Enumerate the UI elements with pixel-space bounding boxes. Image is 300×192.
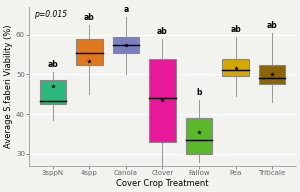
Text: p=0.015: p=0.015	[34, 10, 68, 19]
Bar	[259, 65, 285, 84]
Y-axis label: Average S.faberi Viability (%): Average S.faberi Viability (%)	[4, 25, 13, 148]
Text: a: a	[123, 5, 129, 14]
X-axis label: Cover Crop Treatment: Cover Crop Treatment	[116, 179, 209, 188]
Bar	[222, 59, 249, 76]
Text: ab: ab	[84, 13, 95, 22]
Bar	[149, 59, 176, 142]
Bar	[186, 118, 212, 154]
Text: b: b	[196, 88, 202, 97]
Bar	[40, 80, 66, 104]
Text: ab: ab	[267, 21, 278, 30]
Text: ab: ab	[47, 60, 58, 69]
Text: ab: ab	[157, 26, 168, 36]
Bar	[76, 39, 103, 65]
Bar	[113, 37, 139, 53]
Text: ab: ab	[230, 25, 241, 34]
